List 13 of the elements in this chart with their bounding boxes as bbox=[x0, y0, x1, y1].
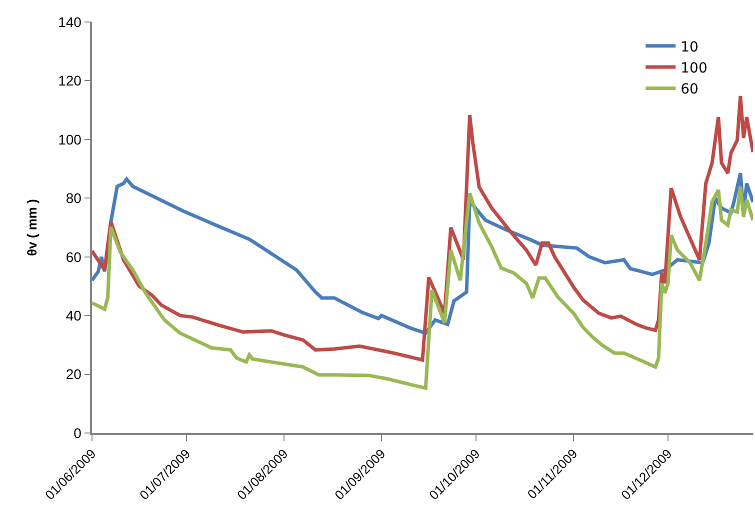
line-series bbox=[92, 185, 753, 390]
y-axis-title: θv ( mm ) bbox=[24, 199, 40, 256]
y-tick-label: 40 bbox=[66, 307, 82, 324]
y-tick-label: 80 bbox=[66, 190, 82, 206]
y-tick-label: 20 bbox=[66, 366, 82, 382]
legend-label: 60 bbox=[680, 82, 698, 98]
y-tick-label: 60 bbox=[66, 248, 82, 265]
y-tick-label: 100 bbox=[58, 131, 82, 148]
y-tick-label: 120 bbox=[58, 72, 82, 89]
y-tick-label: 140 bbox=[58, 14, 82, 30]
y-tick-label: 0 bbox=[74, 424, 82, 441]
legend-label: 100 bbox=[680, 60, 708, 76]
legend-label: 10 bbox=[680, 39, 698, 56]
